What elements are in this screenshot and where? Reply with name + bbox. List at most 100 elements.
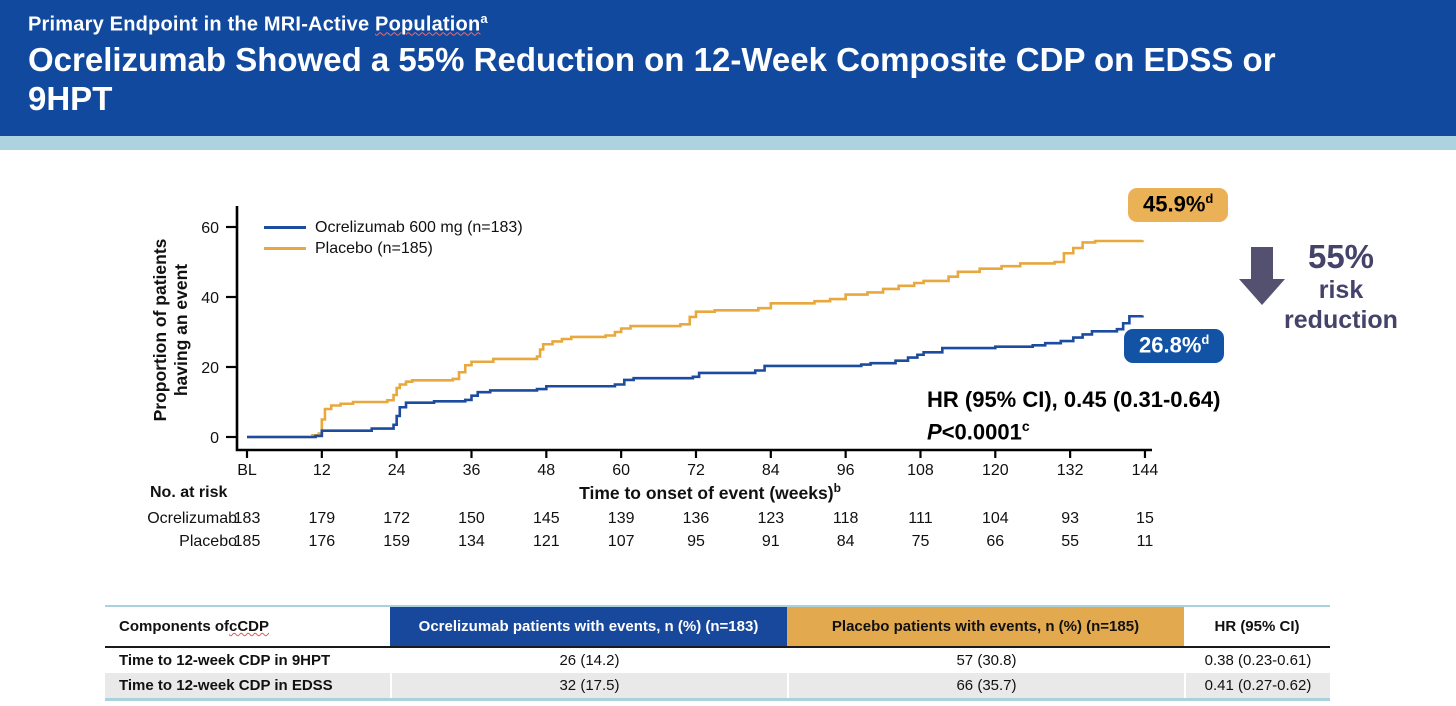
kicker-text: Primary Endpoint in the MRI-Active [28, 13, 376, 36]
placebo-endpoint-badge: 45.9%d [1128, 188, 1229, 223]
y-tick-label: 20 [201, 360, 219, 377]
components-table: Components of cCDP Ocrelizumab patients … [105, 605, 1330, 701]
at-risk-value: 134 [458, 533, 485, 550]
p-value-number: <0.0001 [941, 419, 1022, 445]
ocrelizumab-endpoint-badge: 26.8%d [1124, 329, 1225, 364]
at-risk-value: 172 [383, 510, 410, 527]
risk-reduction-word2: reduction [1284, 306, 1398, 334]
at-risk-value: 118 [833, 510, 859, 527]
at-risk-value: 55 [1061, 533, 1079, 550]
row1-hr-value: 0.38 (0.23-0.61) [1184, 648, 1330, 673]
chart-legend: Ocrelizumab 600 mg (n=183) Placebo (n=18… [264, 217, 523, 259]
at-risk-value: 145 [533, 510, 560, 527]
at-risk-value: 139 [608, 510, 635, 527]
placebo-endpoint-value: 45.9% [1143, 191, 1206, 217]
at-risk-value: 150 [458, 510, 485, 527]
y-tick-label: 40 [201, 290, 219, 307]
legend-line-placebo [264, 247, 306, 250]
kicker-word: Population [375, 13, 481, 36]
risk-reduction-word1: risk [1318, 276, 1364, 304]
x-tick-label: 60 [612, 462, 630, 479]
down-arrow-icon [1251, 247, 1273, 280]
at-risk-value: 176 [308, 533, 335, 550]
hazard-ratio-annotation: HR (95% CI), 0.45 (0.31-0.64) P<0.0001c [927, 386, 1220, 445]
table-header-placebo: Placebo patients with events, n (%) (n=1… [787, 607, 1184, 648]
at-risk-value: 93 [1061, 510, 1079, 527]
x-tick-label: 72 [687, 462, 705, 479]
at-risk-row-label: Placebo [179, 533, 237, 550]
at-risk-row-label: Ocrelizumab [147, 510, 237, 527]
p-value-superscript: c [1021, 418, 1030, 434]
at-risk-value: 104 [982, 510, 1009, 527]
at-risk-value: 75 [912, 533, 930, 550]
risk-reduction-value: 55% [1307, 238, 1375, 275]
x-tick-label: 84 [762, 462, 780, 479]
x-axis-title-text: Time to onset of event (weeks) [579, 482, 834, 503]
x-tick-label: 96 [837, 462, 855, 479]
y-tick-label: 60 [201, 220, 219, 237]
at-risk-title: No. at risk [150, 484, 227, 501]
table-header-components: Components of cCDP [105, 607, 390, 648]
x-tick-label: 144 [1132, 462, 1159, 479]
x-tick-label: 36 [463, 462, 481, 479]
at-risk-value: 91 [762, 533, 780, 550]
hazard-ratio-line: HR (95% CI), 0.45 (0.31-0.64) [927, 387, 1221, 412]
x-tick-label: 120 [982, 462, 1009, 479]
row2-ocrelizumab-value: 32 (17.5) [390, 673, 787, 698]
at-risk-value: 136 [683, 510, 710, 527]
at-risk-value: 107 [608, 533, 635, 550]
x-tick-label: 48 [537, 462, 555, 479]
at-risk-value: 84 [837, 533, 855, 550]
at-risk-value: 159 [383, 533, 410, 550]
row1-component: Time to 12-week CDP in 9HPT [119, 652, 331, 669]
slide-header: Primary Endpoint in the MRI-Active Popul… [0, 0, 1456, 136]
ocrelizumab-endpoint-value: 26.8% [1139, 332, 1202, 358]
curve-placebo [247, 239, 1144, 439]
legend-label-placebo: Placebo (n=185) [315, 239, 433, 257]
components-header-word: cCDP [229, 618, 270, 635]
row2-component: Time to 12-week CDP in EDSS [105, 673, 390, 698]
at-risk-value: 95 [687, 533, 705, 550]
at-risk-value: 111 [908, 510, 932, 527]
p-value-symbol: P [927, 419, 942, 445]
components-header-prefix: Components of [119, 618, 229, 635]
legend-line-ocrelizumab [264, 226, 306, 229]
table-row: Time to 12-week CDP in EDSS 32 (17.5) 66… [105, 673, 1330, 698]
axis-lines [235, 206, 1152, 452]
x-tick-label: BL [237, 462, 257, 479]
down-arrow-head-icon [1239, 279, 1285, 305]
at-risk-value: 121 [533, 533, 560, 550]
at-risk-value: 15 [1136, 510, 1154, 527]
page-title: Ocrelizumab Showed a 55% Reduction on 12… [28, 40, 1276, 117]
ocrelizumab-endpoint-superscript: d [1201, 332, 1210, 347]
p-value-line: P<0.0001c [927, 413, 1220, 445]
x-axis-title: Time to onset of event (weeks)b [460, 481, 960, 504]
at-risk-value: 123 [757, 510, 784, 527]
y-tick-label: 0 [210, 430, 219, 447]
legend-item-ocrelizumab: Ocrelizumab 600 mg (n=183) [264, 217, 523, 238]
at-risk-value: 183 [234, 510, 261, 527]
at-risk-value: 66 [986, 533, 1004, 550]
legend-label-ocrelizumab: Ocrelizumab 600 mg (n=183) [315, 218, 523, 236]
table-header-row: Components of cCDP Ocrelizumab patients … [105, 607, 1330, 648]
header-accent-stripe [0, 136, 1456, 150]
at-risk-value: 11 [1137, 533, 1154, 550]
table-header-ocrelizumab: Ocrelizumab patients with events, n (%) … [390, 607, 787, 648]
row2-placebo-value: 66 (35.7) [787, 673, 1184, 698]
at-risk-value: 185 [234, 533, 261, 550]
x-tick-label: 12 [313, 462, 331, 479]
y-axis-title: Proportion of patients having an event [150, 238, 191, 422]
kicker-superscript: a [480, 11, 488, 26]
x-axis-title-superscript: b [833, 481, 841, 495]
risk-reduction-callout: 55% risk reduction [1266, 238, 1416, 335]
placebo-endpoint-superscript: d [1205, 191, 1214, 206]
header-kicker: Primary Endpoint in the MRI-Active Popul… [28, 11, 1456, 37]
legend-item-placebo: Placebo (n=185) [264, 238, 523, 259]
table-header-hr: HR (95% CI) [1184, 607, 1330, 648]
x-tick-label: 108 [907, 462, 934, 479]
curve-ocrelizumab [247, 314, 1144, 439]
row1-ocrelizumab-value: 26 (14.2) [390, 648, 787, 673]
row1-placebo-value: 57 (30.8) [787, 648, 1184, 673]
